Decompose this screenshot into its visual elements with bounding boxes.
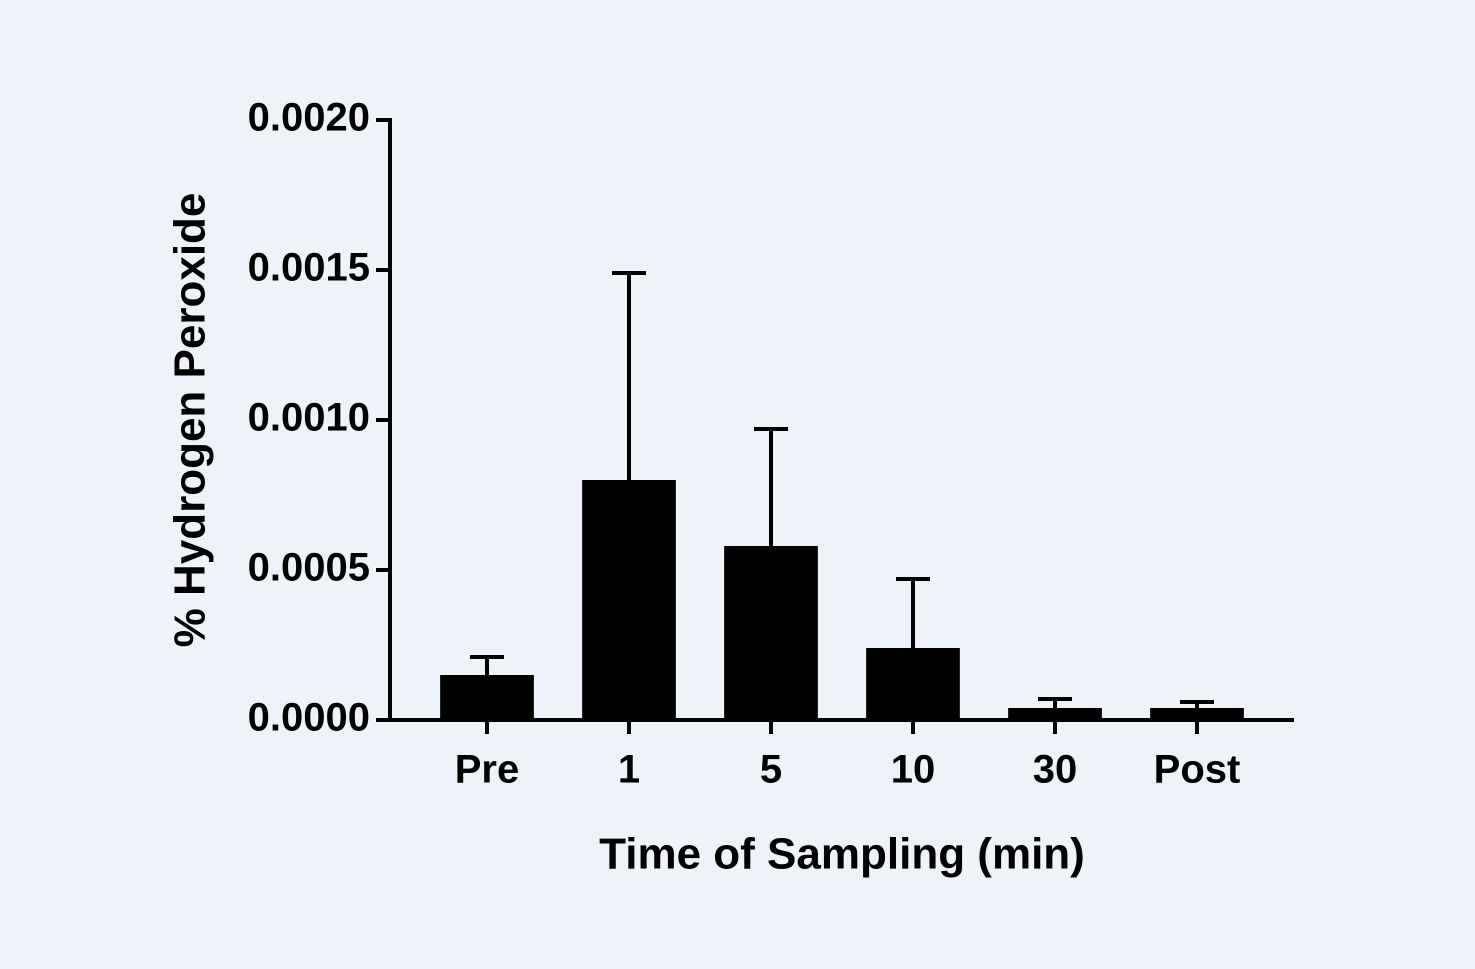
x-tick-label: 5 <box>760 748 782 792</box>
y-tick-label: 0.0000 <box>248 696 370 740</box>
bar <box>866 648 960 720</box>
x-axis-title: Time of Sampling (min) <box>599 830 1085 879</box>
bar <box>582 480 676 720</box>
y-tick-label: 0.0020 <box>248 96 370 140</box>
x-tick-label: Post <box>1154 748 1241 792</box>
x-tick-label: 10 <box>891 748 936 792</box>
y-tick-label: 0.0015 <box>248 246 370 290</box>
bar <box>724 546 818 720</box>
bar <box>1150 708 1244 720</box>
y-tick-label: 0.0005 <box>248 546 370 590</box>
y-axis-title: % Hydrogen Peroxide <box>166 193 215 648</box>
x-tick-label: Pre <box>455 748 520 792</box>
bar <box>440 675 534 720</box>
bar <box>1008 708 1102 720</box>
x-tick-label: 1 <box>618 748 640 792</box>
x-tick-label: 30 <box>1033 748 1078 792</box>
y-tick-label: 0.0010 <box>248 396 370 440</box>
